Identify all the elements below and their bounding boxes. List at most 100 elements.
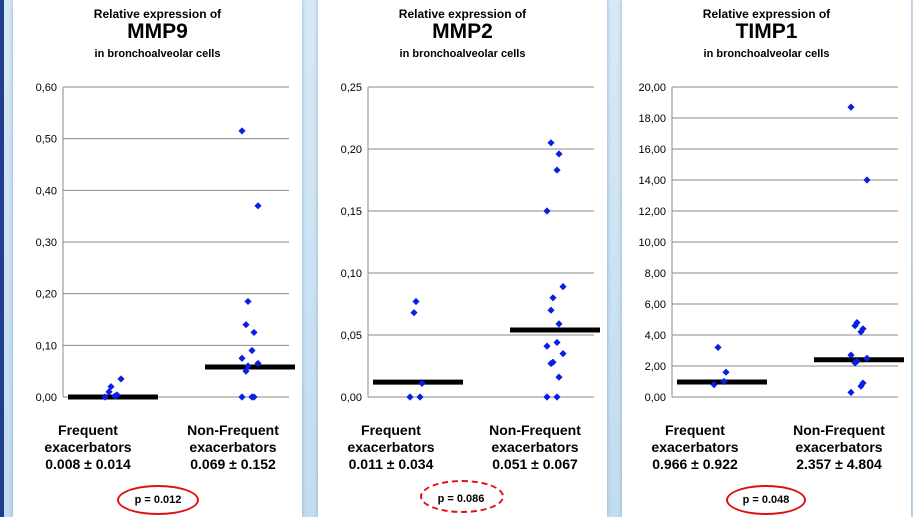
data-point bbox=[410, 309, 418, 317]
group-name-line2: exacerbators bbox=[189, 439, 277, 455]
data-point bbox=[105, 388, 113, 396]
data-point bbox=[244, 297, 252, 306]
group-name-line1: Frequent bbox=[665, 422, 725, 438]
y-tick-label: 0,05 bbox=[341, 330, 362, 342]
group-nonfrequent: Non-Frequent exacerbators 2.357 ± 4.804 bbox=[774, 422, 904, 473]
group-stats: 0.966 ± 0.922 bbox=[652, 456, 738, 472]
group-stats: 0.051 ± 0.067 bbox=[492, 456, 578, 472]
y-tick-label: 14,00 bbox=[638, 175, 666, 187]
data-point bbox=[416, 393, 424, 401]
data-point bbox=[722, 368, 730, 376]
group-nonfrequent: Non-Frequent exacerbators 0.069 ± 0.152 bbox=[168, 422, 298, 473]
data-point bbox=[847, 388, 855, 396]
data-point bbox=[412, 297, 420, 306]
y-tick-label: 20,00 bbox=[638, 82, 666, 94]
data-point bbox=[238, 354, 246, 362]
group-name-line1: Frequent bbox=[361, 422, 421, 438]
group-stats: 0.008 ± 0.014 bbox=[45, 456, 131, 472]
data-point bbox=[853, 319, 861, 327]
data-point bbox=[549, 294, 557, 302]
group-name-line1: Non-Frequent bbox=[489, 422, 581, 438]
group-name-line2: exacerbators bbox=[347, 439, 435, 455]
p-value-ellipse bbox=[726, 485, 806, 515]
scatter-plot-timp1: 20,00 18,00 16,00 14,00 12,00 10,00 8,00 6,00 4,… bbox=[638, 82, 904, 404]
data-point bbox=[543, 207, 551, 215]
gene-name: MMP2 bbox=[432, 20, 493, 43]
y-tick-label: 0,10 bbox=[36, 340, 57, 352]
data-point bbox=[863, 176, 871, 184]
group-stats: 0.011 ± 0.034 bbox=[348, 456, 434, 472]
scatter-plot-mmp9: 0,60 0,50 0,40 0,30 0,20 0,10 0,00 bbox=[36, 82, 295, 404]
data-point bbox=[555, 373, 563, 381]
y-tick-label: 0,00 bbox=[36, 392, 57, 404]
data-point bbox=[254, 202, 262, 210]
y-tick-label: 18,00 bbox=[638, 113, 666, 125]
scatter-plot-mmp2: 0,25 0,20 0,15 0,10 0,05 0,00 bbox=[341, 82, 600, 404]
panel-title-top: Relative expression of bbox=[93, 7, 222, 21]
data-point bbox=[101, 393, 109, 401]
data-point bbox=[254, 359, 262, 368]
data-point bbox=[720, 377, 728, 386]
data-point bbox=[559, 350, 567, 358]
data-point bbox=[555, 320, 563, 328]
group-nonfrequent: Non-Frequent exacerbators 0.051 ± 0.067 bbox=[470, 422, 600, 473]
p-value: p = 0.086 bbox=[437, 493, 485, 505]
left-frame-border bbox=[0, 0, 4, 517]
p-value: p = 0.012 bbox=[134, 494, 182, 506]
gene-name: MMP9 bbox=[127, 20, 188, 43]
data-point bbox=[859, 379, 867, 387]
data-point bbox=[543, 342, 551, 350]
y-tick-label: 4,00 bbox=[645, 330, 666, 342]
data-point bbox=[549, 358, 557, 366]
group-frequent: Frequent exacerbators 0.011 ± 0.034 bbox=[326, 422, 456, 473]
gene-name: TIMP1 bbox=[735, 20, 798, 43]
data-point bbox=[547, 306, 555, 314]
y-tick-label: 0,50 bbox=[36, 134, 57, 146]
data-point bbox=[248, 346, 256, 355]
data-point bbox=[553, 338, 561, 347]
data-point bbox=[244, 362, 252, 370]
data-point bbox=[553, 393, 561, 401]
group-name-line2: exacerbators bbox=[44, 439, 132, 455]
data-point bbox=[710, 381, 718, 389]
group-stats: 0.069 ± 0.152 bbox=[190, 456, 276, 472]
group-frequent: Frequent exacerbators 0.966 ± 0.922 bbox=[630, 422, 760, 473]
data-point bbox=[107, 383, 115, 391]
p-value: p = 0.048 bbox=[742, 494, 790, 506]
y-tick-label: 2,00 bbox=[645, 361, 666, 373]
data-point bbox=[853, 357, 861, 365]
group-name-line1: Frequent bbox=[58, 422, 118, 438]
group-frequent: Frequent exacerbators 0.008 ± 0.014 bbox=[23, 422, 153, 473]
group-name-line2: exacerbators bbox=[795, 439, 883, 455]
group-name-line2: exacerbators bbox=[491, 439, 579, 455]
group-stats: 2.357 ± 4.804 bbox=[796, 456, 882, 472]
y-tick-label: 12,00 bbox=[638, 206, 666, 218]
data-point bbox=[238, 393, 246, 401]
y-tick-label: 0,40 bbox=[36, 185, 57, 197]
data-point bbox=[547, 139, 555, 147]
group-name-line2: exacerbators bbox=[651, 439, 739, 455]
y-tick-label: 0,00 bbox=[645, 392, 666, 404]
group-name-line1: Non-Frequent bbox=[187, 422, 279, 438]
data-point bbox=[847, 103, 855, 111]
panel-title-bottom: in bronchoalveolar cells bbox=[703, 48, 830, 60]
data-point bbox=[418, 379, 426, 387]
data-point bbox=[559, 283, 567, 291]
data-point bbox=[250, 393, 258, 401]
data-point bbox=[714, 343, 722, 351]
data-point bbox=[543, 393, 551, 401]
panel-timp1: Relative expression of TIMP1 in bronchoa… bbox=[622, 0, 911, 517]
y-tick-label: 16,00 bbox=[638, 144, 666, 156]
y-tick-label: 0,10 bbox=[341, 268, 362, 280]
data-point bbox=[242, 321, 250, 329]
data-point bbox=[117, 375, 125, 383]
data-point bbox=[863, 354, 871, 362]
y-tick-label: 0,00 bbox=[341, 392, 362, 404]
y-tick-label: 0,60 bbox=[36, 82, 57, 94]
data-point bbox=[238, 127, 246, 135]
panel-mmp2: Relative expression of MMP2 in bronchoal… bbox=[318, 0, 607, 517]
y-tick-label: 0,20 bbox=[36, 289, 57, 301]
group-name-line1: Non-Frequent bbox=[793, 422, 885, 438]
y-tick-label: 8,00 bbox=[645, 268, 666, 280]
data-point bbox=[859, 325, 867, 333]
